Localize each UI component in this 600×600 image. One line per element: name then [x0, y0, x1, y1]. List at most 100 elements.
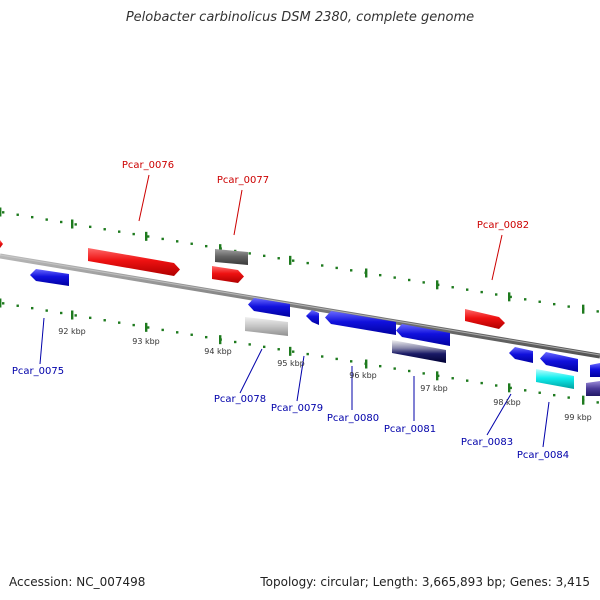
lower-major-tick [582, 395, 585, 405]
gene-label-pcar_0076: Pcar_0076 [122, 160, 174, 171]
upper-track-dot [161, 237, 164, 241]
lower-track-dot [118, 321, 121, 324]
lower-track-dot [248, 343, 251, 346]
gene-label-pcar_0084: Pcar_0084 [517, 450, 569, 461]
edge-fragment-left [0, 240, 3, 248]
lower-major-tick [289, 346, 292, 356]
lower-track-dot [147, 326, 150, 329]
lower-track-dot [74, 314, 77, 317]
lower-track-dot [132, 323, 135, 327]
gene-arrow-pcar_0075 [30, 269, 69, 286]
kbp-label: 96 kbp [349, 371, 377, 380]
gene-features [30, 248, 578, 389]
gene-arrow-pcar_0082 [465, 309, 505, 329]
lower-track-dot [205, 335, 208, 339]
gene-label-pcar_0082: Pcar_0082 [477, 220, 529, 231]
kbp-ticks [0, 207, 585, 405]
lower-track-dot [277, 348, 280, 351]
upper-track-dot [466, 288, 469, 291]
leader-line-pcar_0084 [542, 401, 550, 448]
gene-arrow-extra-navy [392, 340, 446, 363]
upper-track-dot [379, 273, 382, 277]
leader-line-pcar_0082 [491, 234, 503, 281]
upper-major-tick [0, 207, 2, 217]
lower-major-tick [145, 322, 148, 332]
upper-track-dot [567, 305, 570, 308]
gene-arrow-pcar_0079 [306, 310, 319, 325]
upper-major-tick [436, 280, 439, 290]
lower-track-dot [2, 302, 5, 305]
gene-arrow-pcar_0077 [215, 249, 248, 265]
upper-track-dot [2, 211, 5, 214]
edge-fragment-right-purple [586, 381, 600, 396]
gene-arrow-pcar_0084 [540, 352, 578, 372]
upper-track-dot [451, 286, 454, 289]
gene-arrow-pcar_0083 [509, 347, 533, 363]
lower-major-tick [508, 383, 511, 393]
genome-backbone [0, 253, 600, 359]
lower-track-dot [321, 355, 324, 358]
upper-track-dot [422, 281, 425, 284]
kbp-label: 98 kbp [493, 398, 521, 407]
upper-track-dot [408, 278, 411, 282]
upper-major-tick [145, 231, 148, 241]
lower-track-dot [596, 401, 599, 404]
lower-track-dot [393, 367, 396, 370]
lower-track-dot [161, 328, 164, 332]
upper-track-dot [60, 220, 63, 224]
leader-line-pcar_0079 [296, 355, 305, 402]
upper-track-dot [495, 293, 498, 296]
lower-track-dot [190, 333, 193, 336]
upper-major-tick [219, 244, 222, 254]
upper-track-dot [147, 235, 150, 238]
lower-track-dot [538, 391, 541, 394]
lower-track-dot [263, 345, 266, 349]
gene-labels: Pcar_0075 Pcar_0076 Pcar_0077 Pcar_0078 Pcar… [12, 160, 569, 461]
edge-fragment-right-blue [590, 363, 600, 377]
gene-arrow-extra-cyan [536, 369, 574, 389]
gene-arrow-pcar_0078 [248, 298, 290, 317]
upper-track-dot [524, 298, 527, 301]
lower-track-dot [451, 377, 454, 380]
lower-major-tick [219, 335, 222, 345]
gene-label-pcar_0077: Pcar_0077 [217, 175, 269, 186]
lower-track-dot [16, 304, 19, 307]
lower-track-dot [553, 393, 556, 397]
upper-track-dot [509, 295, 512, 299]
lower-major-tick [71, 310, 74, 320]
lower-track-dot [31, 306, 34, 310]
kbp-label: 94 kbp [204, 347, 232, 356]
lower-track-dot [379, 364, 382, 368]
upper-major-tick [508, 292, 511, 302]
gene-label-pcar_0075: Pcar_0075 [12, 366, 64, 377]
upper-track-dot [190, 242, 193, 245]
upper-track-dot [103, 228, 106, 231]
kbp-label: 93 kbp [132, 337, 160, 346]
lower-major-tick [365, 359, 368, 369]
upper-track-dot [553, 302, 556, 306]
lower-track-dot [480, 381, 483, 385]
kbp-labels: 92 kbp 93 kbp 94 kbp 95 kbp 96 kbp 97 kbp 98 k… [58, 327, 592, 422]
upper-major-tick [365, 268, 368, 278]
gene-label-pcar_0080: Pcar_0080 [327, 413, 379, 424]
genome-backbone-highlight [0, 254, 600, 356]
upper-major-tick [71, 219, 74, 229]
gene-label-pcar_0083: Pcar_0083 [461, 437, 513, 448]
lower-major-tick [0, 298, 2, 308]
kbp-label: 92 kbp [58, 327, 86, 336]
upper-track-dot [292, 259, 295, 262]
upper-track-dot [45, 218, 48, 221]
upper-track-dot [74, 223, 77, 226]
tick-dots [2, 211, 599, 404]
upper-track-dot [248, 252, 251, 255]
leader-line-pcar_0077 [233, 189, 243, 236]
kbp-label: 97 kbp [420, 384, 448, 393]
lower-track-dot [45, 309, 48, 312]
gene-arrow-extra-light [245, 317, 288, 336]
upper-track-dot [31, 215, 34, 219]
leader-line-pcar_0078 [239, 348, 263, 394]
lower-track-dot [466, 379, 469, 382]
gene-label-pcar_0079: Pcar_0079 [271, 403, 323, 414]
gene-arrow-pcar_0081 [396, 324, 450, 346]
